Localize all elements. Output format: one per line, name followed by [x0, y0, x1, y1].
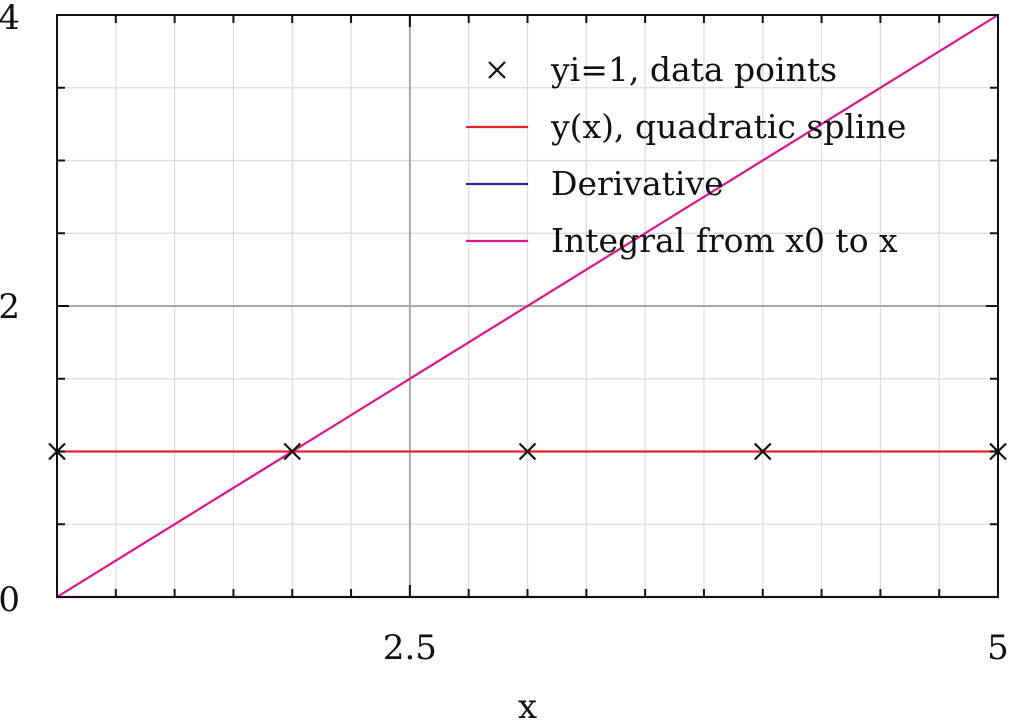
- legend-marker-x-icon: [488, 61, 506, 79]
- legend-label: Derivative: [551, 164, 724, 203]
- y-tick-label: 4: [0, 0, 20, 38]
- series-line-3: [56, 14, 999, 598]
- x-axis-label: x: [518, 687, 537, 722]
- legend: yi=1, data points y(x), quadratic spline D…: [466, 50, 906, 260]
- legend-label: y(x), quadratic spline: [550, 107, 906, 146]
- legend-label: Integral from x0 to x: [551, 221, 898, 260]
- legend-item: Derivative: [466, 164, 724, 203]
- data-point-marker: [283, 442, 302, 461]
- legend-label: yi=1, data points: [550, 50, 837, 89]
- legend-item: Integral from x0 to x: [466, 221, 898, 260]
- legend-item: yi=1, data points: [488, 50, 837, 89]
- axis-ticks: [57, 15, 998, 597]
- data-point-marker: [753, 442, 772, 461]
- y-tick-label: 2: [0, 287, 20, 327]
- y-tick-label: 0: [0, 580, 20, 620]
- data-point-marker: [518, 442, 537, 461]
- x-tick-label: 2.5: [383, 628, 437, 668]
- tick-labels: 2.5 5 0 2 4: [0, 0, 1009, 668]
- x-tick-label: 5: [987, 628, 1009, 668]
- legend-item: y(x), quadratic spline: [466, 107, 906, 146]
